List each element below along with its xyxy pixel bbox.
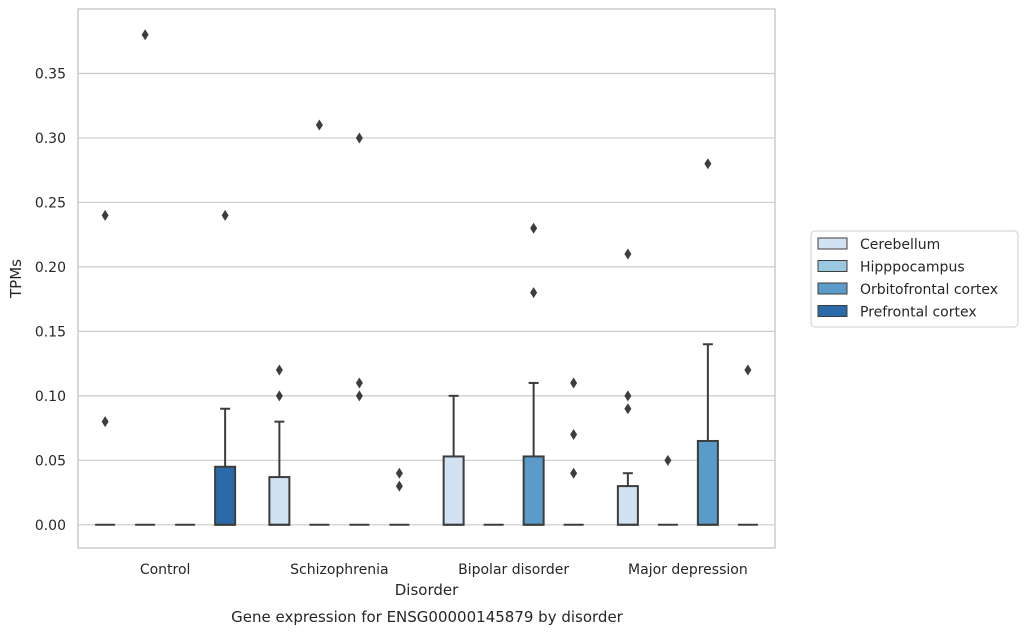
outlier-point xyxy=(141,29,149,41)
legend-swatch xyxy=(817,237,848,250)
outlier-point xyxy=(530,287,538,299)
x-tick-label: Control xyxy=(140,562,191,578)
y-tick-label: 0.15 xyxy=(35,324,66,340)
box-prefrontal-cortex-2 xyxy=(563,377,584,526)
outlier-point xyxy=(355,390,363,402)
box-rect xyxy=(696,439,719,526)
y-axis-label: TPMs xyxy=(7,259,25,299)
box-cerebellum-0 xyxy=(95,209,116,526)
y-tick-labels: 0.00 0.05 0.10 0.15 0.20 0.25 0.30 0.35 xyxy=(35,66,66,533)
box-hipppocampus-1 xyxy=(309,119,330,526)
outlier-point xyxy=(570,467,578,479)
outlier-point xyxy=(624,403,632,415)
legend-frame xyxy=(810,230,1019,328)
box-rect xyxy=(214,465,237,526)
legend-entry-label: Hipppocampus xyxy=(860,260,965,276)
x-tick-labels: Control Schizophrenia Bipolar disorder Majo… xyxy=(140,562,748,578)
outlier-point xyxy=(275,390,283,402)
legend-entry-label: Prefrontal cortex xyxy=(860,305,977,321)
box-rect xyxy=(268,476,291,526)
legend: Cerebellum Hipppocampus Orbitofrontal cort… xyxy=(810,230,1019,328)
outlier-point xyxy=(570,377,578,389)
plot-area-frame xyxy=(77,8,776,549)
outlier-point xyxy=(355,132,363,144)
outlier-point xyxy=(275,364,283,376)
legend-entry-label: Orbitofrontal cortex xyxy=(860,282,998,298)
box-hipppocampus-3 xyxy=(657,454,678,526)
y-tick-label: 0.20 xyxy=(35,260,66,276)
legend-swatch xyxy=(817,260,848,272)
outlier-point xyxy=(570,429,578,441)
legend-swatch xyxy=(817,282,848,295)
y-tick-label: 0.00 xyxy=(35,518,66,534)
outlier-point xyxy=(395,480,403,492)
outlier-point xyxy=(624,248,632,260)
box-prefrontal-cortex-1 xyxy=(389,467,410,526)
x-tick-label: Major depression xyxy=(628,562,748,578)
outlier-point xyxy=(744,364,752,376)
legend-swatch xyxy=(817,305,848,317)
outlier-point xyxy=(664,454,672,466)
box-rect xyxy=(616,485,639,526)
outlier-point xyxy=(704,158,712,170)
box-orbitofrontal-cortex-1 xyxy=(349,132,370,526)
boxes xyxy=(95,29,758,526)
outlier-point xyxy=(395,467,403,479)
x-axis-label: Disorder xyxy=(395,581,459,599)
box-prefrontal-cortex-3 xyxy=(737,364,758,526)
x-tick-label: Schizophrenia xyxy=(290,562,388,578)
box-orbitofrontal-cortex-2 xyxy=(522,222,545,526)
box-hipppocampus-0 xyxy=(135,29,156,526)
grid-lines xyxy=(78,72,775,526)
y-tick-label: 0.30 xyxy=(35,131,66,147)
outlier-point xyxy=(530,222,538,234)
chart-title: Gene expression for ENSG00000145879 by d… xyxy=(231,608,624,626)
outlier-point xyxy=(101,416,109,428)
outlier-point xyxy=(101,209,109,221)
y-tick-label: 0.05 xyxy=(35,453,66,469)
y-tick-label: 0.25 xyxy=(35,195,66,211)
box-cerebellum-1 xyxy=(268,364,291,526)
box-cerebellum-2 xyxy=(442,394,465,526)
box-rect xyxy=(442,455,465,526)
x-tick-label: Bipolar disorder xyxy=(458,562,569,578)
outlier-point xyxy=(315,119,323,131)
outlier-point xyxy=(624,390,632,402)
box-orbitofrontal-cortex-3 xyxy=(696,158,719,526)
y-tick-label: 0.10 xyxy=(35,389,66,405)
y-tick-label: 0.35 xyxy=(35,66,66,82)
box-cerebellum-3 xyxy=(616,248,639,526)
outlier-point xyxy=(355,377,363,389)
legend-entry-label: Cerebellum xyxy=(860,237,940,253)
box-prefrontal-cortex-0 xyxy=(214,209,237,526)
outlier-point xyxy=(221,209,229,221)
box-rect xyxy=(522,455,545,526)
